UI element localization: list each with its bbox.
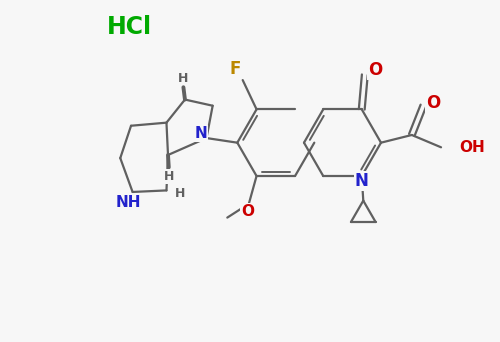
Text: F: F (230, 60, 240, 78)
Text: O: O (241, 204, 254, 219)
Text: O: O (368, 61, 382, 79)
Text: N: N (194, 126, 207, 141)
Text: O: O (426, 94, 440, 113)
Text: NH: NH (115, 195, 140, 210)
Text: HCl: HCl (106, 15, 152, 39)
Text: N: N (355, 172, 368, 190)
Text: H: H (175, 187, 186, 200)
Text: OH: OH (460, 140, 485, 155)
Text: H: H (178, 71, 188, 84)
Text: H: H (164, 170, 174, 183)
